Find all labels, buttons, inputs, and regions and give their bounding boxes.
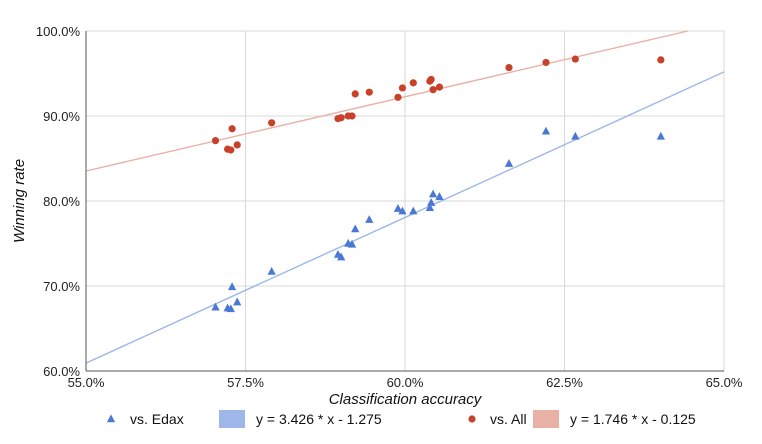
all-point <box>337 114 345 122</box>
edax-point <box>227 282 237 291</box>
edax-point <box>365 215 374 223</box>
edax-point <box>267 266 276 275</box>
all-point <box>542 58 550 67</box>
all-point <box>571 55 579 63</box>
x-tick-label: 55.0% <box>68 375 105 390</box>
x-axis-ticks: 55.0% 57.5% 60.0% 62.5% 65.0% <box>68 375 743 390</box>
all-point <box>365 88 373 96</box>
edax-point <box>656 131 665 140</box>
y-tick-label: 70.0% <box>43 279 80 294</box>
y-tick-label: 90.0% <box>43 109 80 124</box>
legend: vs. Edax y = 3.426 * x - 1.275 vs. All y = … <box>106 410 696 428</box>
y-tick-label: 100.0% <box>36 24 81 39</box>
trendline-edax <box>85 71 725 364</box>
all-point <box>427 75 435 84</box>
edax-point <box>428 189 438 198</box>
y-axis-title: Winning rate <box>11 159 28 243</box>
all-point <box>233 141 241 149</box>
edax-point <box>211 302 220 311</box>
all-point <box>348 112 356 120</box>
legend-edax-label: vs. Edax <box>130 411 184 427</box>
all-point <box>429 86 437 94</box>
y-tick-label: 60.0% <box>43 364 80 379</box>
legend-all-label: vs. All <box>490 411 527 427</box>
edax-point <box>233 297 242 306</box>
edax-point <box>435 192 444 200</box>
all-point <box>268 119 276 127</box>
all-point <box>505 63 513 72</box>
edax-point <box>504 159 514 167</box>
all-point <box>657 56 665 64</box>
edax-point <box>347 239 357 248</box>
legend-edax-trend-label: y = 3.426 * x - 1.275 <box>256 411 382 427</box>
all-point <box>409 79 417 87</box>
edax-point <box>337 252 346 261</box>
edax-point <box>541 126 551 135</box>
edax-point <box>393 204 403 212</box>
edax-point <box>571 131 580 140</box>
data-points <box>211 55 665 313</box>
edax-point <box>226 304 235 313</box>
trendline-all <box>85 30 688 172</box>
legend-all-trend-label: y = 1.746 * x - 0.125 <box>570 411 696 427</box>
legend-edax-marker <box>106 414 116 423</box>
x-tick-label: 65.0% <box>706 375 743 390</box>
all-point <box>228 125 236 133</box>
legend-all-trend-swatch <box>533 410 559 428</box>
legend-all-marker <box>468 415 476 423</box>
edax-point <box>425 203 435 212</box>
all-point <box>211 137 220 145</box>
edax-point <box>351 224 360 233</box>
edax-point <box>427 198 436 206</box>
axes <box>85 31 724 372</box>
x-axis-title: Classification accuracy <box>329 391 483 408</box>
y-axis-ticks: 60.0% 70.0% 80.0% 90.0% 100.0% <box>36 24 81 379</box>
all-point <box>398 84 407 92</box>
trendlines <box>85 30 725 364</box>
y-tick-label: 80.0% <box>43 194 80 209</box>
x-tick-label: 62.5% <box>546 375 583 390</box>
all-point <box>227 146 235 154</box>
edax-point <box>398 206 407 215</box>
all-point <box>435 83 444 91</box>
all-point <box>351 90 359 98</box>
x-tick-label: 57.5% <box>227 375 264 390</box>
x-tick-label: 60.0% <box>387 375 424 390</box>
edax-point <box>409 206 418 215</box>
all-point <box>394 93 402 101</box>
legend-edax-trend-swatch <box>219 410 245 428</box>
